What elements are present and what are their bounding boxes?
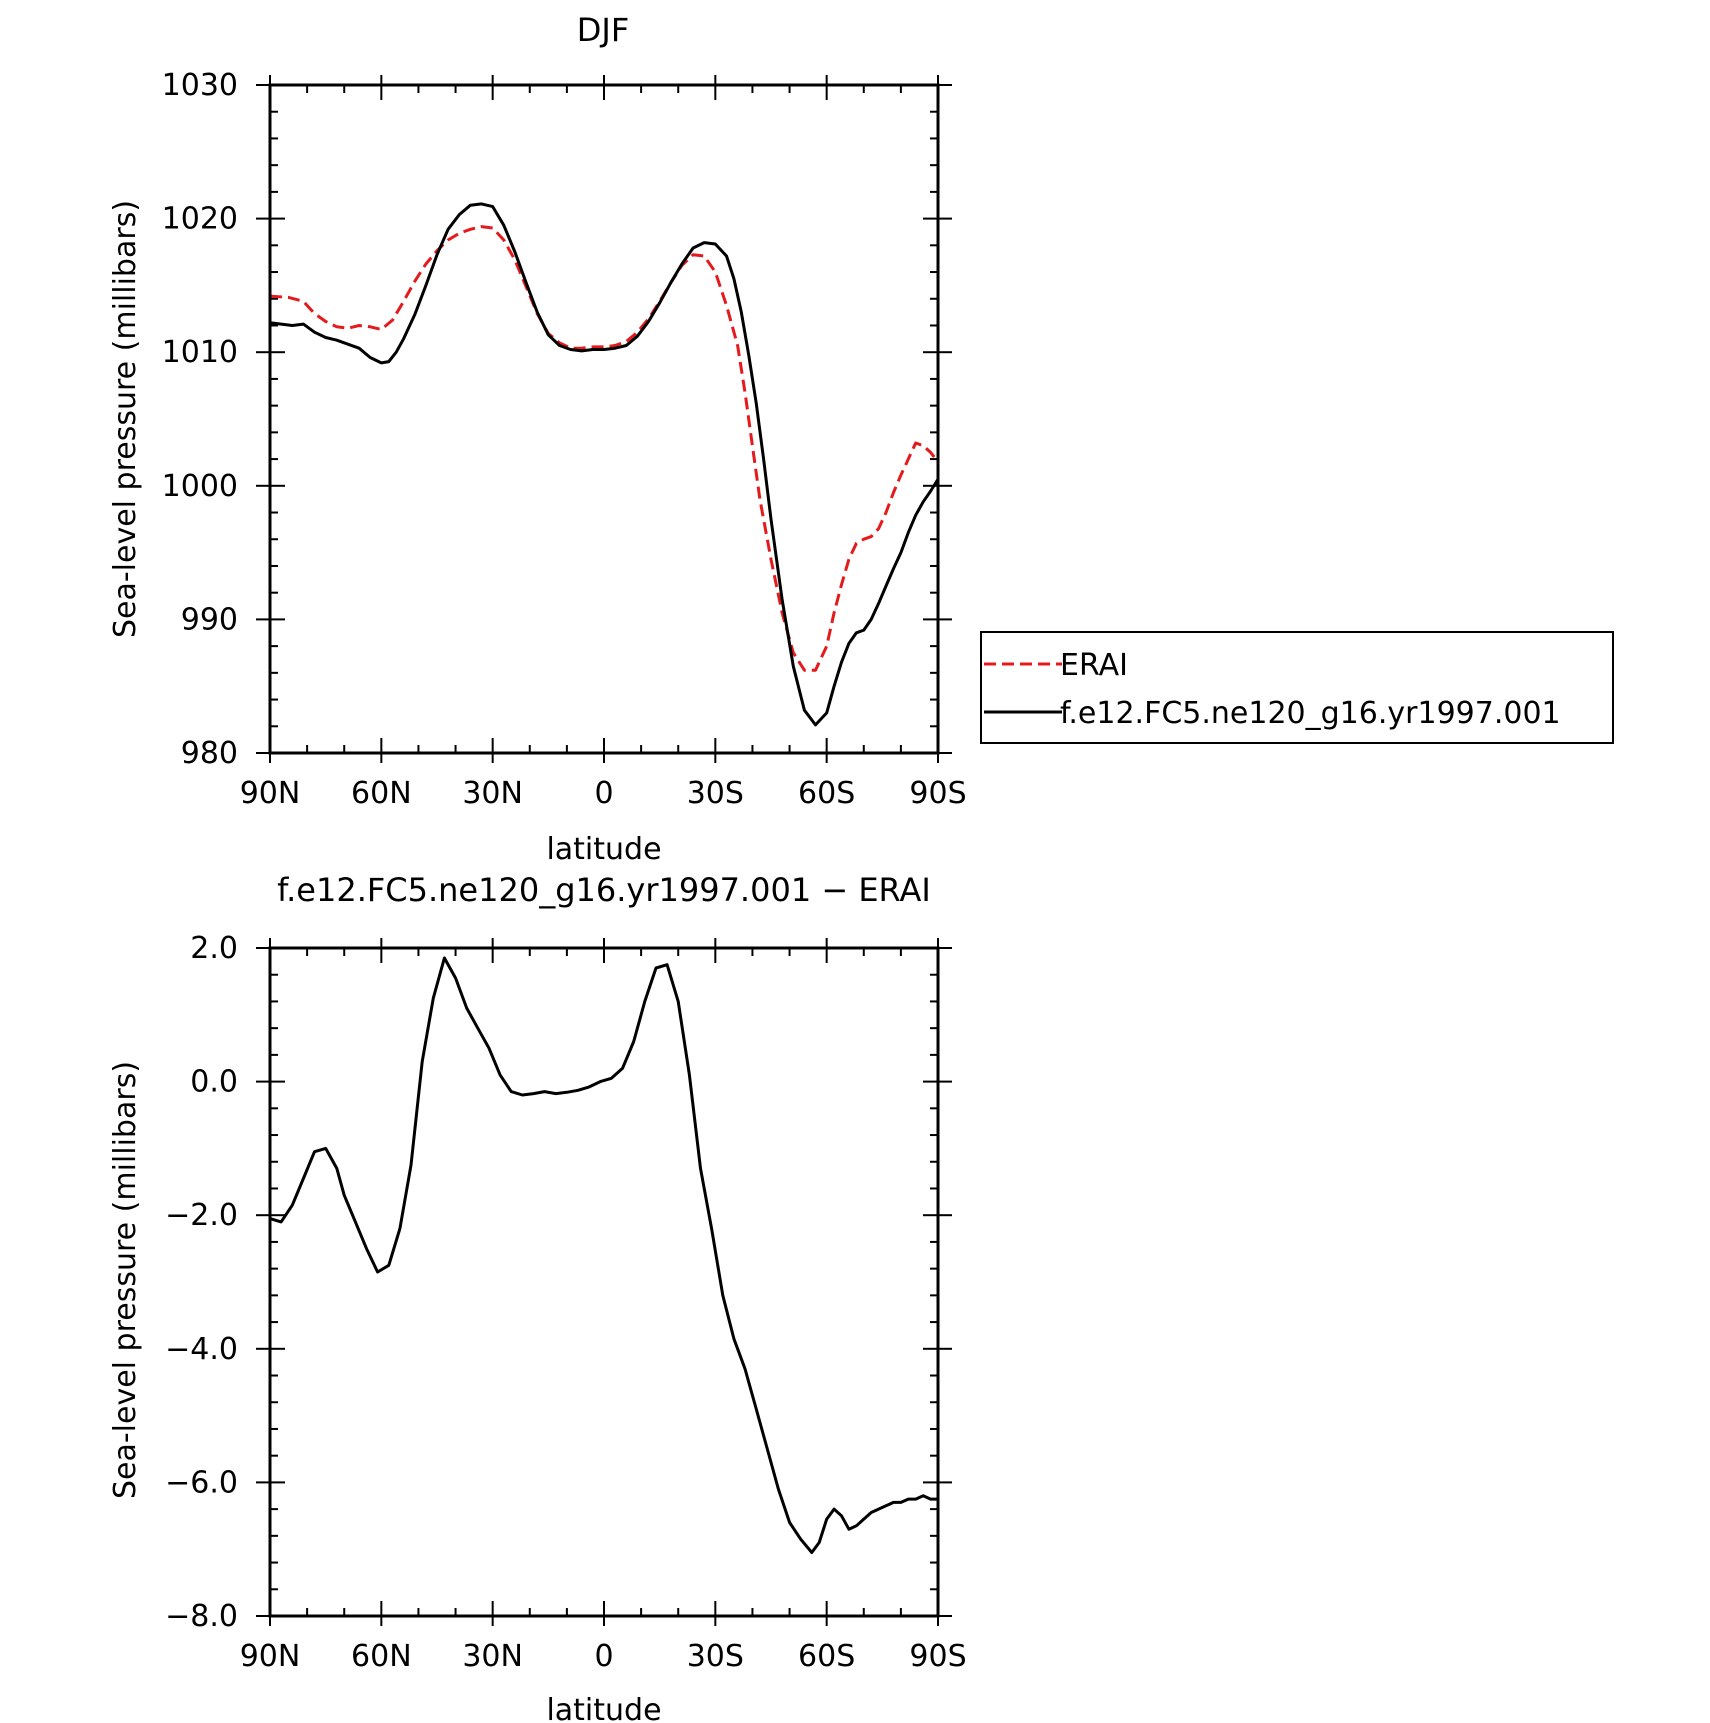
bottom-series-line-0 — [270, 956, 938, 1554]
top-x-tick-label: 90N — [240, 776, 301, 811]
legend-label-erai: ERAI — [1060, 648, 1128, 683]
top-x-tick-label: 30S — [687, 776, 744, 811]
top-panel: DJF latitude Sea-level pressure (milliba… — [108, 11, 967, 867]
bottom-panel: f.e12.FC5.ne120_g16.yr1997.001 − ERAI la… — [108, 871, 967, 1723]
top-y-tick-label: 1020 — [162, 202, 238, 237]
legend-label-model: f.e12.FC5.ne120_g16.yr1997.001 — [1060, 696, 1561, 731]
top-series-line-0 — [270, 225, 938, 672]
bottom-x-tick-label: 30S — [687, 1639, 744, 1674]
top-x-tick-label: 60S — [798, 776, 855, 811]
bottom-y-tick-label: −6.0 — [165, 1465, 238, 1500]
top-y-tick-label: 980 — [181, 736, 238, 771]
bottom-x-tick-label: 0 — [594, 1639, 613, 1674]
top-x-tick-label: 30N — [462, 776, 523, 811]
bottom-y-tick-label: −8.0 — [165, 1599, 238, 1634]
bottom-x-tick-label: 60N — [351, 1639, 412, 1674]
top-y-tick-label: 990 — [181, 602, 238, 637]
top-chart-title: DJF — [577, 11, 629, 49]
bottom-x-tick-label: 60S — [798, 1639, 855, 1674]
top-x-tick-label: 60N — [351, 776, 412, 811]
legend-box — [980, 631, 1614, 744]
top-x-tick-label: 0 — [594, 776, 613, 811]
bottom-x-tick-label: 90N — [240, 1639, 301, 1674]
top-x-axis-label: latitude — [546, 832, 661, 867]
bottom-y-tick-label: 2.0 — [190, 931, 238, 966]
bottom-y-axis-label: Sea-level pressure (millibars) — [108, 1061, 143, 1499]
bottom-y-tick-label: −2.0 — [165, 1198, 238, 1233]
legend: ERAI f.e12.FC5.ne120_g16.yr1997.001 — [980, 631, 1614, 744]
top-plot-frame — [268, 83, 940, 755]
top-x-tick-label: 90S — [909, 776, 966, 811]
bottom-x-tick-label: 30N — [462, 1639, 523, 1674]
top-y-tick-label: 1030 — [162, 68, 238, 103]
top-y-axis-label: Sea-level pressure (millibars) — [108, 200, 143, 638]
bottom-chart-title: f.e12.FC5.ne120_g16.yr1997.001 − ERAI — [277, 871, 931, 909]
bottom-plot-frame — [268, 946, 940, 1618]
top-y-tick-label: 1010 — [162, 335, 238, 370]
bottom-y-tick-label: −4.0 — [165, 1332, 238, 1367]
bottom-x-tick-label: 90S — [909, 1639, 966, 1674]
bottom-y-tick-label: 0.0 — [190, 1065, 238, 1100]
bottom-x-axis-label: latitude — [546, 1693, 661, 1723]
top-y-tick-label: 1000 — [162, 469, 238, 504]
top-series-line-1 — [270, 202, 938, 727]
